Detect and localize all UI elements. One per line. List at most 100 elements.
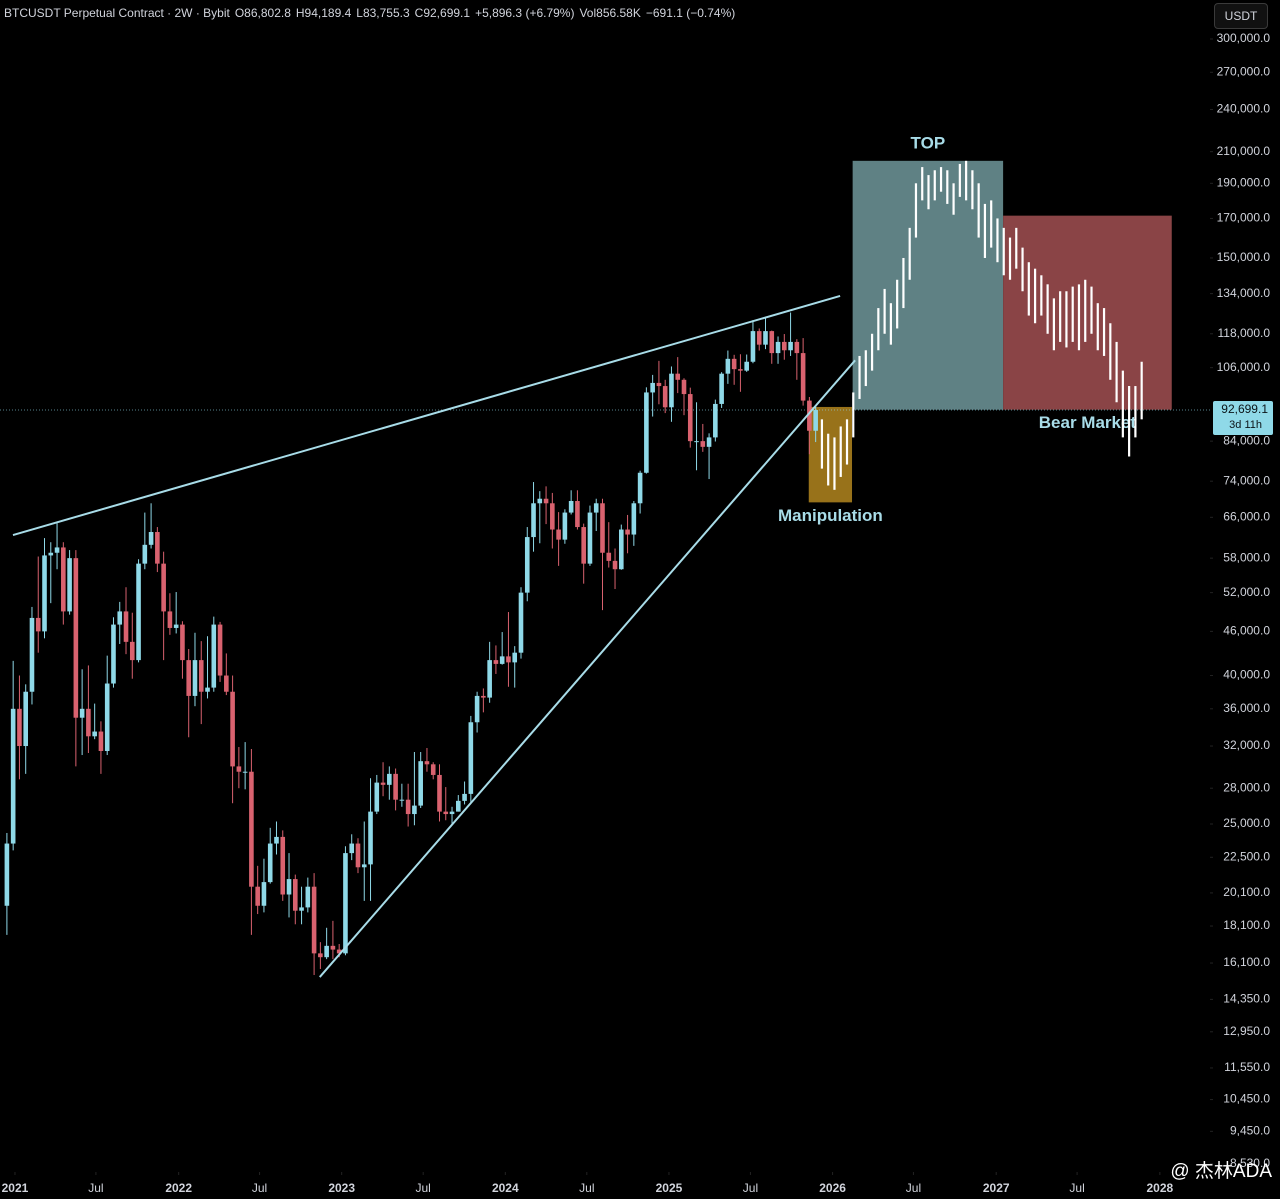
candle-body	[675, 373, 681, 380]
candle-body	[267, 843, 273, 883]
candle-body	[217, 624, 223, 676]
candle-body	[700, 441, 706, 447]
y-tick-label: 210,000.0	[1217, 144, 1271, 158]
candle-body	[368, 811, 373, 865]
candle-body	[399, 799, 405, 801]
x-tick-label: Jul	[1069, 1181, 1084, 1195]
currency-button[interactable]: USDT	[1214, 3, 1268, 29]
zone-label: Bear Market	[1039, 413, 1137, 432]
candle-body	[487, 660, 492, 698]
candle-body	[261, 882, 267, 906]
candle-body	[393, 773, 398, 800]
x-tick-label: 2026	[819, 1181, 846, 1195]
candle-body	[625, 529, 630, 535]
candle-body	[23, 691, 29, 747]
candle-body	[719, 373, 724, 404]
candle-body	[236, 766, 242, 772]
x-tick-label: Jul	[743, 1181, 758, 1195]
y-tick-label: 52,000.0	[1223, 585, 1270, 599]
candle-body	[161, 563, 166, 612]
y-tick-label: 84,000.0	[1223, 433, 1270, 447]
candle-body	[73, 558, 79, 718]
candle-body	[587, 512, 593, 564]
candle-body	[255, 886, 260, 906]
candle-body	[813, 410, 818, 431]
y-tick-label: 66,000.0	[1223, 509, 1270, 523]
candle-body	[173, 624, 179, 628]
candle-body	[575, 501, 580, 528]
candle-body	[593, 503, 599, 513]
candle-body	[280, 836, 286, 895]
candle-body	[242, 771, 248, 773]
candle-body	[79, 708, 85, 718]
candle-body	[606, 552, 612, 561]
candle-body	[48, 552, 54, 556]
candle-body	[631, 503, 637, 535]
y-tick-label: 150,000.0	[1217, 250, 1271, 264]
candle-body	[4, 843, 10, 906]
y-tick-label: 58,000.0	[1223, 550, 1270, 564]
candle-body	[54, 547, 60, 553]
x-tick-label: Jul	[88, 1181, 103, 1195]
status-item: −691.1 (−0.74%)	[645, 6, 736, 20]
candle-body	[67, 558, 72, 612]
y-tick-label: 16,100.0	[1223, 955, 1270, 969]
candle-body	[98, 731, 104, 751]
candle-body	[142, 544, 148, 564]
candle-body	[656, 382, 662, 387]
candle-body	[731, 358, 737, 370]
candle-body	[518, 592, 524, 653]
candle-body	[305, 886, 311, 908]
candle-body	[481, 695, 486, 698]
x-tick-label: 2028	[1146, 1181, 1173, 1195]
y-tick-label: 28,000.0	[1223, 780, 1270, 794]
candle-body	[336, 949, 342, 954]
candle-body	[506, 656, 511, 663]
candle-body	[318, 953, 323, 958]
candle-body	[619, 529, 624, 570]
y-tick-label: 118,000.0	[1218, 326, 1271, 340]
candle-body	[644, 392, 649, 473]
x-tick-label: 2022	[165, 1181, 192, 1195]
y-tick-label: 240,000.0	[1217, 102, 1271, 116]
y-tick-label: 25,000.0	[1223, 816, 1270, 830]
countdown-label: 3d 11h	[1229, 419, 1262, 431]
candle-body	[550, 503, 555, 530]
candle-body	[205, 687, 210, 692]
y-tick-label: 40,000.0	[1223, 668, 1270, 682]
status-line: BTCUSDT Perpetual Contract · 2W · Bybit …	[4, 6, 735, 20]
candle-body	[524, 537, 530, 593]
axes: 300,000.0 270,000.0 240,000.0 210,000.0 190,…	[2, 31, 1273, 1195]
status-item: O86,802.8	[234, 6, 291, 20]
candle-body	[581, 527, 586, 564]
candle-body	[424, 761, 430, 765]
candle-body	[192, 660, 198, 696]
y-tick-label: 106,000.0	[1217, 360, 1271, 374]
candle-body	[311, 886, 317, 954]
status-item: +5,896.3 (+6.79%)	[475, 6, 575, 20]
candle-body	[249, 771, 254, 887]
y-tick-label: 46,000.0	[1223, 624, 1270, 638]
candle-body	[111, 624, 116, 684]
y-tick-label: 270,000.0	[1217, 64, 1271, 78]
candle-body	[430, 764, 436, 775]
candle-body	[180, 624, 185, 661]
candle-body	[612, 560, 618, 570]
watermark: @ 杰林ADA	[1170, 1160, 1272, 1182]
candle-body	[474, 695, 480, 723]
candle-body	[775, 341, 781, 354]
candle-body	[807, 400, 812, 431]
candle-body	[129, 641, 135, 661]
x-tick-label: 2021	[2, 1181, 29, 1195]
candle-body	[86, 708, 91, 737]
candle-body	[556, 529, 561, 540]
candle-body	[380, 782, 386, 785]
candle-body	[349, 843, 355, 854]
candle-body	[61, 547, 66, 612]
status-item: L83,755.3	[356, 6, 410, 20]
candle-body	[412, 805, 417, 815]
candle-body	[706, 437, 712, 447]
x-tick-label: 2024	[492, 1181, 519, 1195]
candle-body	[769, 331, 775, 354]
